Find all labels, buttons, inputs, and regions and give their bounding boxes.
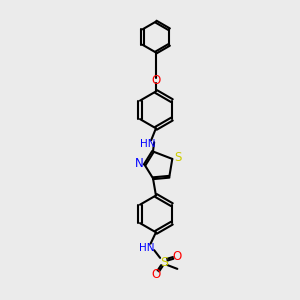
Text: N: N: [135, 157, 144, 170]
Text: O: O: [151, 268, 160, 281]
Text: HN: HN: [139, 243, 154, 253]
Text: S: S: [174, 151, 181, 164]
Text: O: O: [151, 74, 160, 87]
Text: O: O: [172, 250, 182, 263]
Text: S: S: [160, 256, 168, 268]
Text: HN: HN: [140, 139, 155, 149]
